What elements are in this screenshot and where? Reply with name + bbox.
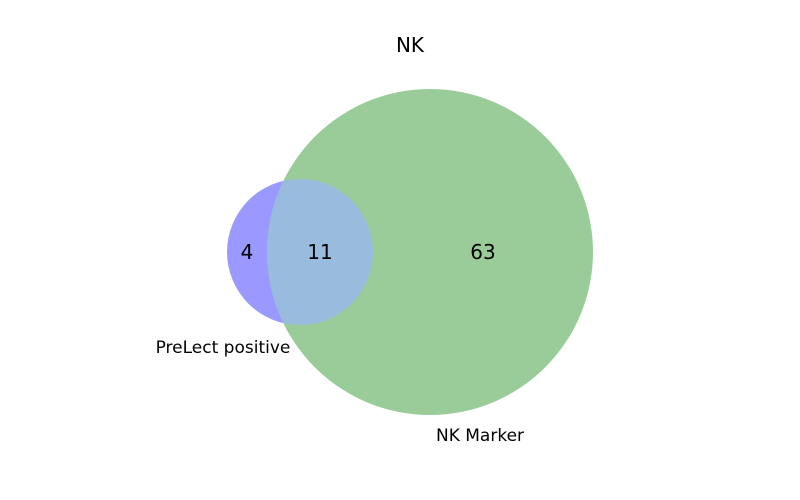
count-only-prelect: 4 xyxy=(241,240,254,264)
diagram-title: NK xyxy=(396,33,425,57)
nk-marker-circle xyxy=(267,89,593,415)
set-label-nk-marker: NK Marker xyxy=(436,426,524,446)
overlap-region xyxy=(267,179,373,325)
count-intersection: 11 xyxy=(307,240,332,264)
count-only-nk-marker: 63 xyxy=(470,240,495,264)
set-label-prelect-positive: PreLect positive xyxy=(156,338,291,358)
